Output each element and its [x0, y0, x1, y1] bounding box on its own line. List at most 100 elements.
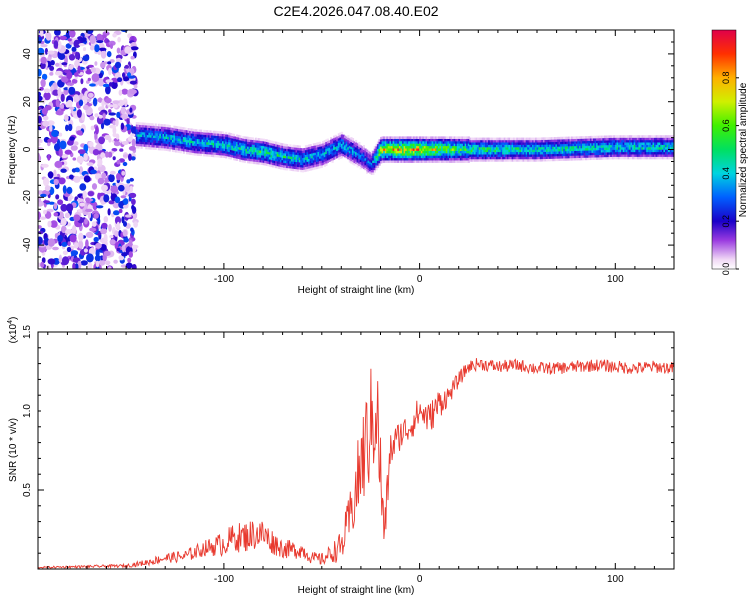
ridge-cell	[182, 151, 185, 154]
noise-blob	[47, 171, 54, 179]
ridge-cell	[278, 147, 281, 150]
colorbar-gradient	[711, 29, 737, 270]
ridge-cell	[475, 149, 478, 153]
ridge-cell	[522, 154, 525, 157]
ridge-cell	[409, 138, 412, 142]
ridge-cell	[583, 157, 586, 161]
ridge-cell	[578, 143, 582, 146]
noise-blob	[73, 175, 81, 183]
ridge-cell	[650, 149, 654, 153]
ridge-cell	[375, 153, 378, 156]
ridge-cell	[485, 144, 488, 148]
ridge-cell	[499, 144, 502, 148]
ridge-cell	[314, 145, 317, 148]
ridge-cell	[633, 139, 636, 143]
ridge-cell	[500, 156, 503, 160]
ridge-cell	[189, 145, 192, 148]
ridge-cell	[627, 142, 630, 145]
ridge-cell	[247, 144, 250, 147]
noise-blob	[66, 203, 74, 212]
noise-blob	[129, 185, 134, 193]
ridge-cell	[383, 141, 386, 144]
ridge-cell	[295, 169, 298, 172]
ridge-cell	[459, 157, 463, 161]
ridge-cell	[142, 139, 145, 142]
ridge-cell	[383, 145, 386, 149]
ridge-cell	[402, 160, 405, 163]
ridge-cell	[539, 159, 542, 162]
ridge-cell	[398, 143, 402, 147]
ridge-cell	[535, 144, 538, 148]
ridge-cell	[232, 138, 236, 142]
ridge-cell	[406, 148, 409, 151]
ridge-cell	[644, 142, 647, 145]
ridge-cell	[362, 154, 365, 158]
ridge-cell	[450, 138, 453, 142]
ridge-cell	[452, 150, 455, 154]
ridge-cell	[358, 161, 361, 164]
ridge-cell	[322, 152, 325, 156]
noise-blob	[117, 77, 123, 83]
ridge-cell	[373, 165, 376, 168]
noise-blob	[78, 232, 84, 242]
ridge-cell	[535, 139, 538, 143]
ridge-cell	[200, 132, 203, 135]
ridge-cell	[160, 124, 164, 127]
ridge-cell	[469, 147, 472, 150]
ridge-cell	[175, 140, 178, 143]
ridge-cell	[157, 123, 160, 127]
noise-blob	[118, 184, 125, 192]
ridge-cell	[397, 148, 400, 151]
ridge-cell	[178, 148, 181, 151]
ridge-cell	[669, 151, 672, 155]
ridge-cell	[400, 143, 403, 147]
ridge-cell	[416, 141, 419, 144]
ridge-cell	[192, 128, 195, 132]
ridge-cell	[228, 147, 231, 150]
ridge-cell	[135, 122, 138, 125]
ridge-cell	[298, 150, 301, 153]
ridge-cell	[283, 148, 286, 151]
ridge-cell	[474, 144, 477, 148]
ridge-cell	[301, 162, 304, 166]
ridge-cell	[290, 151, 293, 155]
ridge-cell	[495, 159, 499, 162]
ridge-cell	[431, 138, 434, 142]
ridge-cell	[350, 137, 353, 140]
ridge-cell	[162, 124, 165, 127]
ridge-cell	[505, 144, 508, 148]
ridge-cell	[635, 144, 638, 148]
ridge-cell	[445, 157, 448, 161]
ridge-cell	[510, 151, 513, 155]
ridge-cell	[148, 139, 151, 143]
ridge-cell	[461, 153, 464, 156]
ridge-cell	[387, 157, 391, 161]
ridge-cell	[165, 141, 168, 144]
ridge-cell	[300, 152, 303, 156]
ridge-cell	[339, 142, 342, 145]
noise-blob	[80, 78, 84, 85]
ridge-cell	[599, 152, 602, 155]
ridge-cell	[311, 153, 314, 156]
ridge-cell	[243, 148, 247, 151]
ridge-cell	[539, 149, 542, 152]
ridge-cell	[669, 156, 672, 160]
ridge-cell	[253, 154, 256, 157]
ridge-cell	[370, 172, 373, 175]
ridge-cell	[464, 155, 467, 159]
ridge-cell	[650, 154, 654, 157]
ridge-cell	[139, 141, 142, 144]
ridge-cell	[485, 142, 488, 145]
noise-blob	[105, 85, 111, 95]
ridge-cell	[403, 153, 406, 156]
ridge-cell	[242, 160, 245, 163]
ridge-cell	[190, 150, 193, 153]
ridge-cell	[320, 153, 323, 156]
ridge-cell	[290, 168, 293, 171]
ridge-cell	[558, 144, 561, 147]
ridge-cell	[408, 143, 411, 147]
noise-blob	[110, 185, 119, 193]
noise-blob	[84, 218, 88, 225]
ridge-cell	[157, 135, 160, 139]
ridge-cell	[475, 144, 478, 148]
